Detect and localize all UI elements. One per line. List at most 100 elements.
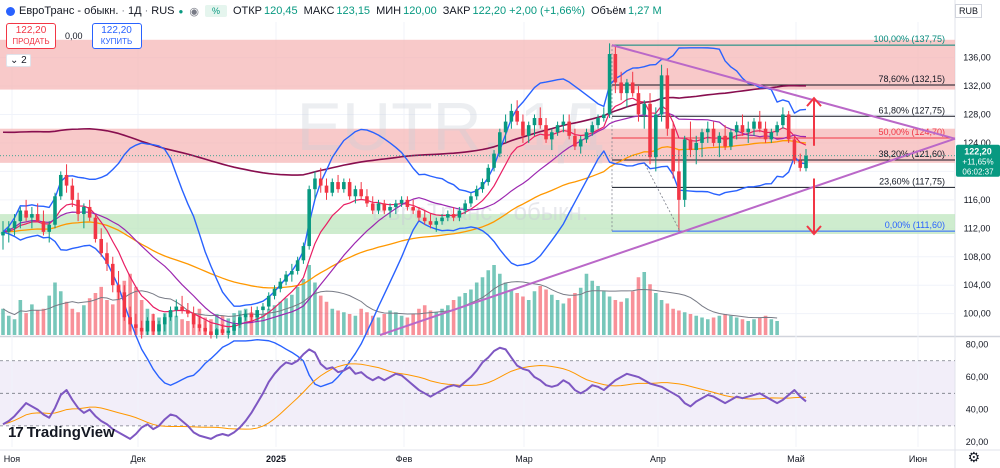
percent-toggle[interactable]: % (204, 5, 227, 17)
candle-body (769, 132, 774, 140)
drawings[interactable] (379, 44, 956, 336)
candle-body (775, 125, 779, 133)
candle-body (538, 118, 543, 126)
candle-body (64, 174, 69, 186)
volume-bar (434, 312, 439, 335)
candle-body (145, 320, 150, 332)
candle-body (1, 231, 5, 236)
indicators-toggle[interactable]: ⌄ 2 (6, 54, 31, 67)
volume-label: Объём (591, 5, 627, 17)
candle-body (526, 125, 531, 136)
symbol-name[interactable]: ЕвроТранс - обыкн. (19, 5, 119, 17)
fib-level-label: 61,80% (127,75) (878, 105, 945, 115)
triangle-upper-line (611, 44, 956, 140)
candle-body (24, 210, 28, 218)
volume-bar (602, 291, 606, 335)
brand-name: TradingView (26, 424, 115, 441)
volume-bar (688, 314, 693, 335)
price-tick-label: 100,00 (963, 309, 991, 319)
currency-selector[interactable]: RUB (954, 4, 982, 18)
volume-bar (105, 300, 109, 335)
candle-body (417, 210, 421, 218)
candle-body (336, 182, 340, 190)
interval[interactable]: 1Д (128, 5, 142, 17)
volume-bar (359, 308, 363, 335)
volume-bar (1, 308, 5, 335)
volume-bar (284, 298, 288, 335)
candle-body (353, 189, 358, 197)
settings-gear-icon[interactable]: ⚙ (967, 449, 980, 465)
volume-bar (99, 286, 103, 335)
candle-body (555, 125, 560, 133)
rsi-tick-label: 40,00 (966, 405, 989, 415)
volume-bar (255, 315, 259, 335)
time-tick-label: Мар (515, 454, 533, 464)
volume-bar (87, 298, 92, 335)
candle-body (295, 260, 300, 271)
price-tick-label: 108,00 (963, 252, 991, 262)
volume-bar (266, 308, 271, 335)
candle-body (191, 313, 196, 325)
volume-bar (498, 273, 502, 335)
volume-bar (550, 294, 554, 335)
candle-body (532, 118, 537, 126)
candle-body (752, 121, 756, 129)
rsi-ma-line (2, 363, 807, 430)
visibility-eye-icon[interactable]: ◉ (189, 5, 199, 18)
candle-body (659, 75, 664, 115)
candle-body (492, 153, 496, 168)
candle-body (440, 217, 444, 222)
candle-body (648, 103, 652, 158)
volume-bar (625, 298, 629, 335)
volume-bar (474, 282, 479, 335)
candle-body (671, 128, 675, 172)
volume-bar (168, 310, 173, 335)
volume-bar (58, 291, 63, 335)
candle-body (654, 114, 658, 158)
volume-bar (428, 310, 433, 335)
candle-body (700, 132, 704, 143)
candle-body (573, 135, 577, 147)
candle-body (342, 182, 346, 190)
time-tick-label: Май (787, 454, 805, 464)
candle-body (677, 171, 681, 200)
volume-bar (376, 317, 381, 335)
volume-bar (53, 282, 57, 335)
volume-bar (486, 270, 491, 335)
open-value: 120,45 (264, 5, 298, 17)
volume-bar (174, 315, 179, 335)
fib-level-label: 100,00% (137,75) (873, 34, 945, 44)
volume-bar (394, 312, 398, 335)
candle-body (578, 139, 583, 147)
candle-body (53, 196, 57, 225)
volume-bar (30, 304, 34, 335)
candle-body (58, 174, 63, 197)
candle-body (688, 139, 693, 151)
candle-body (665, 75, 670, 129)
candle-body (798, 160, 803, 168)
volume-bar (342, 312, 346, 335)
candle-body (723, 135, 727, 147)
high-value: 123,15 (336, 5, 371, 17)
sell-button[interactable]: 122,20 ПРОДАТЬ (6, 23, 56, 49)
candle-body (630, 82, 635, 94)
candle-body (584, 132, 589, 140)
symbol-logo-icon (6, 6, 15, 16)
volume-bar (642, 272, 647, 335)
axes: 100,00104,00108,00112,00116,00120,00124,… (0, 53, 1000, 464)
volume-bar (365, 312, 369, 335)
time-tick-label: Дек (130, 454, 145, 464)
candle-body (602, 114, 606, 119)
candle-body (706, 128, 710, 133)
close-label: ЗАКР (442, 5, 471, 17)
volume-bar (590, 280, 595, 335)
volume-bar (24, 313, 28, 335)
volume-bar (763, 315, 768, 335)
volume-bar (769, 319, 774, 335)
volume-bar (544, 289, 548, 335)
buy-button[interactable]: 122,20 КУПИТЬ (91, 23, 142, 49)
candle-body (619, 82, 623, 94)
candle-body (313, 178, 317, 190)
last-price-tag-text: 06:02:37 (962, 168, 994, 177)
